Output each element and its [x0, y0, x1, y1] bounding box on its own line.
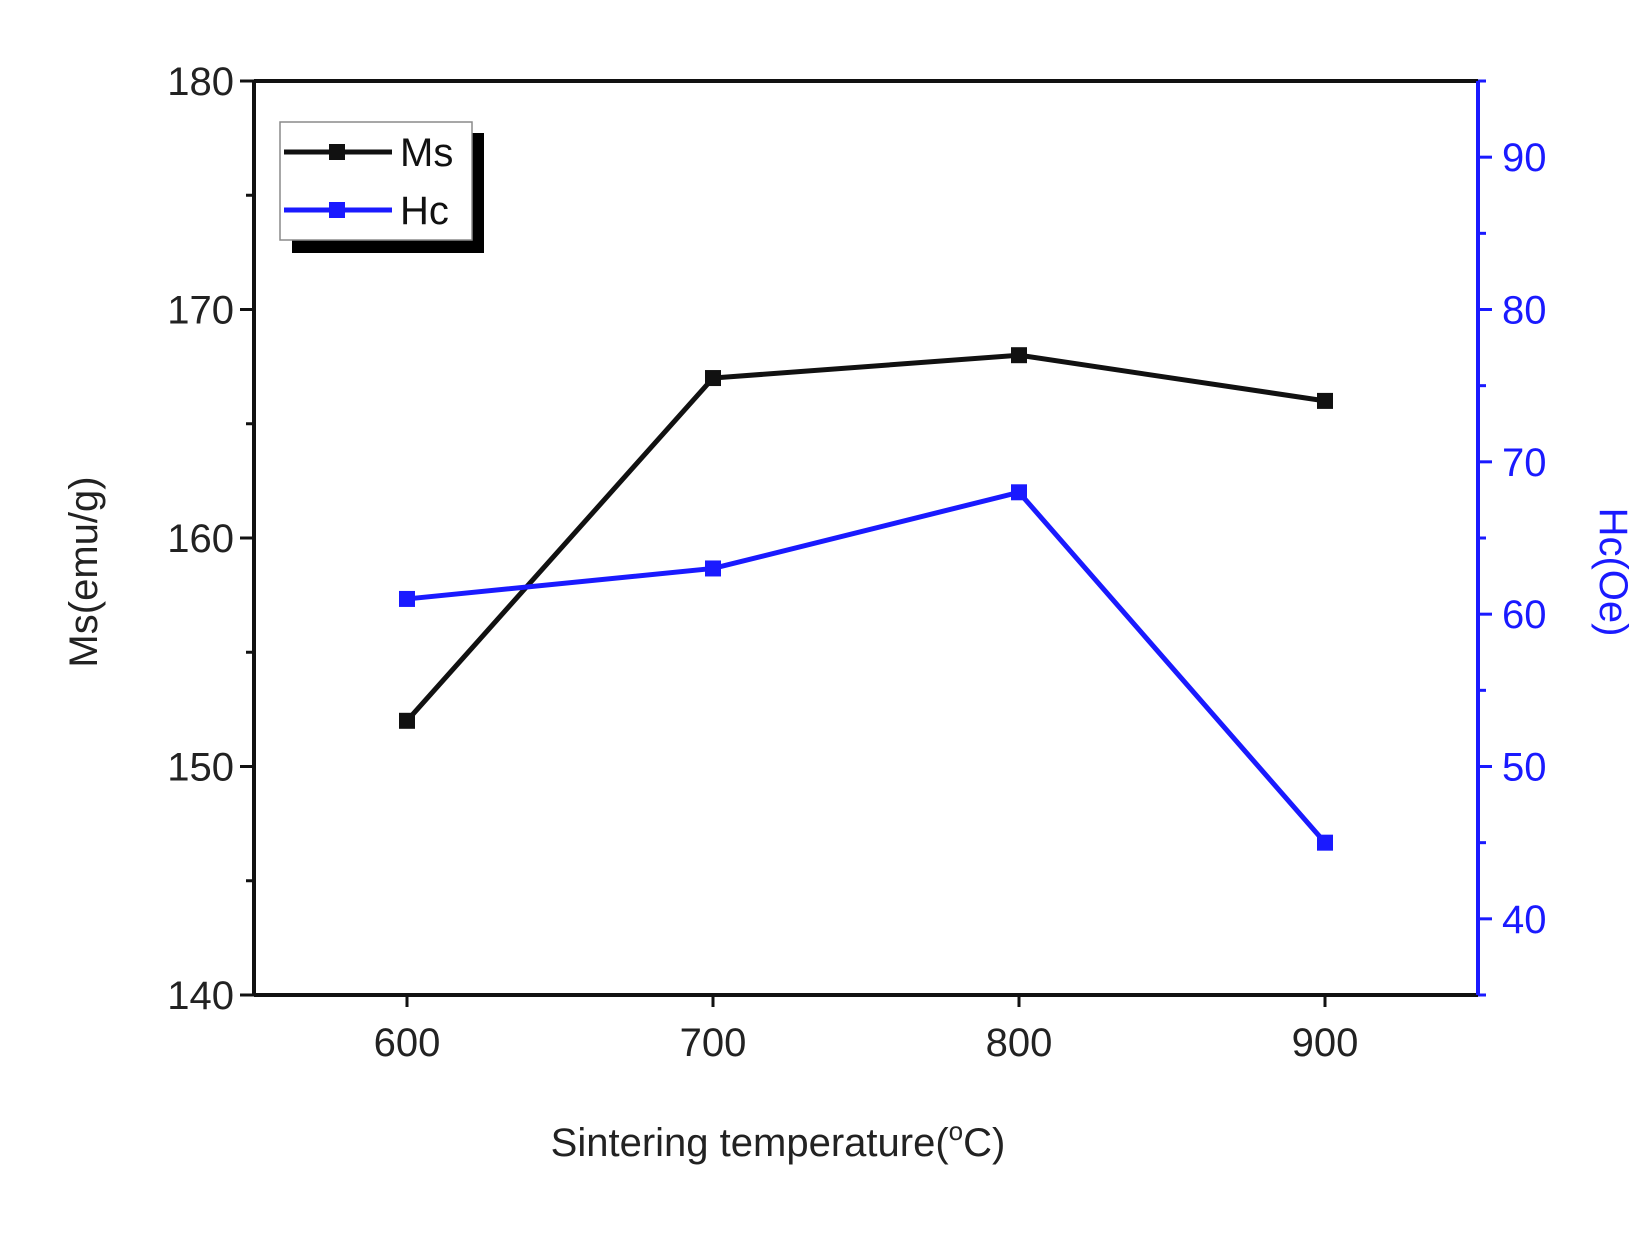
- y-right-tick-label: 40: [1502, 898, 1547, 942]
- y-right-tick-label: 50: [1502, 746, 1547, 790]
- ms-data-point: [399, 712, 415, 729]
- y-right-tick-label: 90: [1502, 136, 1547, 180]
- y-left-tick-label: 170: [167, 289, 234, 333]
- ms-series-line: [405, 352, 1326, 723]
- y-right-tick-label: 60: [1502, 593, 1547, 637]
- y-axis-left-title: Ms(emu/g): [62, 476, 106, 667]
- ms-data-point: [1317, 392, 1333, 409]
- legend-marker-ms: [329, 144, 345, 160]
- y-left-tick-label: 160: [167, 517, 234, 561]
- legend-label-ms: Ms: [400, 131, 453, 175]
- x-axis-title-main: Sintering temperature(: [551, 1121, 950, 1165]
- hc-data-point: [1317, 834, 1333, 851]
- y-right-tick-label: 80: [1502, 289, 1547, 333]
- ms-data-point: [705, 370, 721, 387]
- x-tick-label: 600: [374, 1021, 441, 1065]
- y-left-tick-label: 140: [167, 974, 234, 1018]
- hc-series-line: [406, 489, 1327, 845]
- y-right-tick-label: 70: [1502, 441, 1547, 485]
- hc-data-point: [705, 560, 721, 577]
- legend-label-hc: Hc: [400, 189, 449, 233]
- x-tick-label: 900: [1292, 1021, 1359, 1065]
- y-left-tick-label: 180: [167, 60, 234, 104]
- legend-box: [279, 121, 473, 241]
- hc-data-point: [399, 590, 415, 607]
- y-axis-right-title: Hc(Oe): [1591, 508, 1635, 637]
- hc-data-point: [1011, 484, 1027, 501]
- legend-marker-hc: [329, 202, 345, 218]
- ms-data-point: [1011, 347, 1027, 364]
- x-axis-title-superscript: o: [949, 1116, 963, 1146]
- x-axis-title: Sintering temperature(oC): [551, 1116, 1006, 1165]
- y-left-tick-label: 150: [167, 746, 234, 790]
- x-axis-title-end: C): [963, 1121, 1005, 1165]
- x-tick-label: 700: [680, 1021, 747, 1065]
- x-tick-label: 800: [986, 1021, 1053, 1065]
